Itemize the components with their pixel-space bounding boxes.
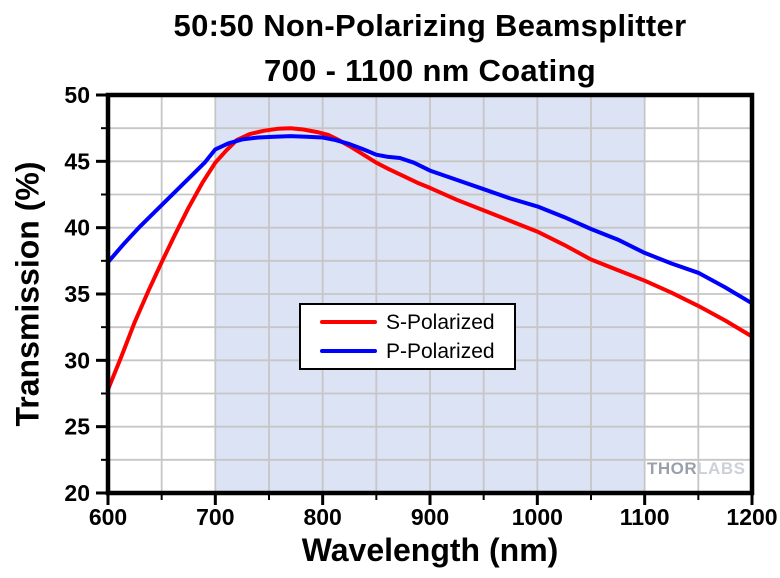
x-axis-tick-label: 800 <box>303 504 341 530</box>
chart-title-line2: 700 - 1100 nm Coating <box>264 53 596 88</box>
x-axis-tick-label: 1200 <box>726 504 777 530</box>
x-axis-tick-label: 900 <box>411 504 449 530</box>
x-axis-tick-label: 700 <box>196 504 234 530</box>
y-axis-tick-label: 45 <box>64 148 90 174</box>
y-axis-tick-label: 50 <box>64 82 90 108</box>
legend-box: S-Polarized P-Polarized <box>299 303 516 370</box>
legend-line-s-polarized <box>320 320 377 324</box>
chart-title: 50:50 Non-Polarizing Beamsplitter 700 - … <box>108 3 752 93</box>
p-polarized-curve <box>106 134 754 306</box>
legend-label-s-polarized: S-Polarized <box>386 310 495 334</box>
legend-label-p-polarized: P-Polarized <box>386 339 495 363</box>
chart-title-line1: 50:50 Non-Polarizing Beamsplitter <box>173 8 687 43</box>
x-axis-tick-label: 600 <box>89 504 127 530</box>
thorlabs-watermark-thor: THOR <box>647 459 698 478</box>
legend-item-s-polarized: S-Polarized <box>320 311 514 334</box>
x-axis-tick-label: 1100 <box>620 504 670 530</box>
legend-line-p-polarized <box>320 349 377 353</box>
y-axis-tick-label: 25 <box>64 414 90 440</box>
y-axis-tick-label: 30 <box>64 347 90 373</box>
thorlabs-watermark: THORLABS <box>647 459 745 479</box>
legend-item-p-polarized: P-Polarized <box>320 340 514 363</box>
x-axis-title: Wavelength (nm) <box>301 532 559 568</box>
y-axis-tick-label: 20 <box>64 480 90 506</box>
y-axis-tick-label: 40 <box>64 215 90 241</box>
y-axis-tick-label: 35 <box>64 281 90 307</box>
thorlabs-watermark-labs: LABS <box>697 459 746 478</box>
x-axis-tick-label: 1000 <box>512 504 563 530</box>
